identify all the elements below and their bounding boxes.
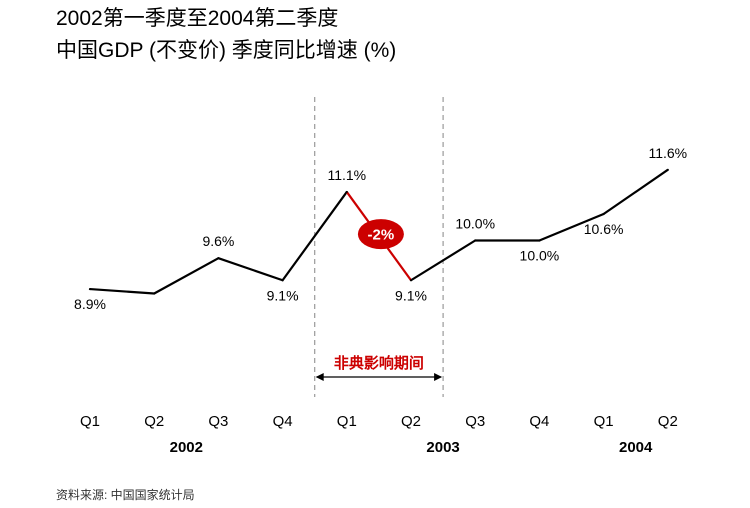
x-tick-label-4: Q1 [337, 413, 357, 430]
data-point-8 [602, 212, 605, 216]
period-arrow-right-head [434, 373, 443, 381]
x-tick-label-9: Q2 [658, 413, 678, 430]
data-label-9: 11.6% [648, 145, 687, 161]
data-label-0: 8.9% [74, 296, 106, 312]
series-line-part2 [410, 168, 669, 282]
year-label-2004: 2004 [619, 439, 653, 456]
drop-badge-label: -2% [368, 227, 395, 244]
x-tick-label-1: Q2 [144, 413, 164, 430]
x-tick-label-0: Q1 [80, 413, 100, 430]
data-point-2 [217, 257, 220, 260]
data-point-7 [538, 239, 541, 242]
data-point-1 [153, 292, 156, 295]
period-label: 非典影响期间 [334, 354, 424, 372]
year-label-2002: 2002 [170, 439, 203, 456]
x-tick-label-2: Q3 [208, 413, 228, 430]
data-point-4 [345, 190, 348, 194]
data-point-6 [474, 239, 477, 242]
source-note: 资料来源: 中国国家统计局 [56, 488, 195, 502]
data-point-9 [666, 168, 669, 171]
x-tick-label-6: Q3 [465, 413, 485, 430]
x-tick-label-5: Q2 [401, 413, 421, 430]
period-arrow-left-head [315, 373, 324, 381]
data-point-5 [409, 279, 413, 282]
data-label-5: 9.1% [395, 287, 427, 303]
data-point-3 [281, 279, 284, 282]
data-label-2: 9.6% [202, 233, 234, 249]
chart-title-line2: 中国GDP (不变价) 季度同比增速 (%) [56, 39, 397, 62]
data-label-7: 10.0% [520, 248, 560, 264]
x-tick-label-8: Q1 [594, 413, 614, 430]
data-label-6: 10.0% [455, 216, 495, 232]
x-tick-label-3: Q4 [273, 413, 293, 430]
chart-title-line1: 2002第一季度至2004第二季度 [56, 7, 339, 30]
drop-badge [357, 219, 404, 250]
data-point-0 [88, 287, 92, 291]
data-label-3: 9.1% [267, 287, 299, 303]
data-label-8: 10.6% [584, 221, 624, 237]
data-label-4: 11.1% [327, 167, 366, 183]
x-tick-label-7: Q4 [529, 413, 549, 430]
year-label-2003: 2003 [426, 439, 459, 456]
